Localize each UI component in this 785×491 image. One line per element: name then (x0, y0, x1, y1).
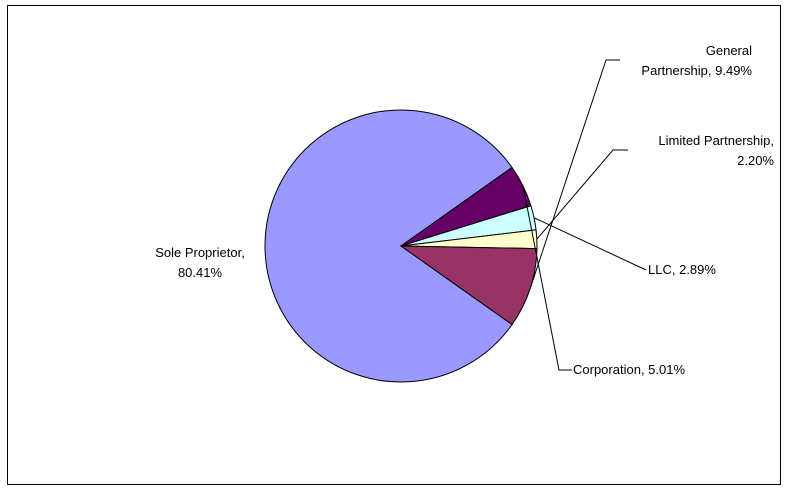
slice-general-partnership (399, 245, 538, 326)
leader-general-partnership (529, 59, 620, 289)
label-corporation: Corporation, 5.01% (573, 362, 686, 377)
slice-label-text: Sole Proprietor (155, 245, 242, 260)
label-llc: LLC, 2.89% (648, 262, 716, 277)
slice-sole-proprietor (264, 109, 513, 383)
slice-label-text: LLC (648, 262, 672, 277)
label-limited-partnership: Limited Partnership, 2.20% (604, 131, 774, 171)
slice-value-text: 5.01% (648, 362, 686, 377)
label-sole-proprietor: Sole Proprietor, 80.41% (125, 243, 275, 283)
slice-label-text: Limited Partnership (658, 133, 771, 148)
leader-limited-partnership (536, 149, 628, 240)
slice-value-text: 2.20% (737, 153, 774, 168)
slice-label-text: Corporation (573, 362, 641, 377)
slice-value-text: 80.41% (177, 265, 223, 280)
slice-value-text: 9.49% (715, 63, 752, 78)
leader-corporation (522, 185, 572, 371)
label-general-partnership: General Partnership, 9.49% (641, 43, 752, 78)
slice-value-text: 2.89% (679, 262, 716, 277)
leader-llc (533, 217, 647, 271)
